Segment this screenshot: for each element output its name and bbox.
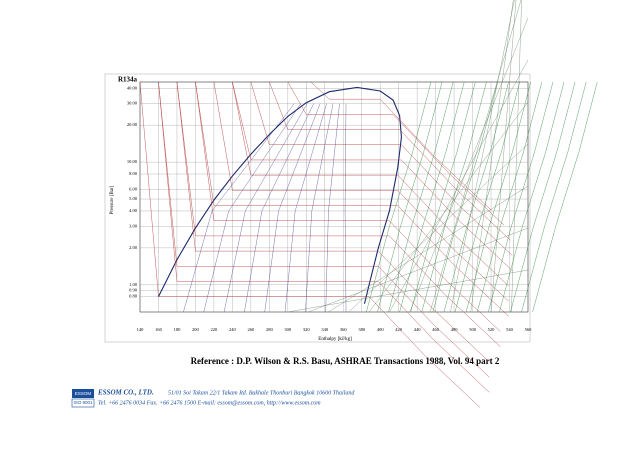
x-tick-label: 440	[414, 327, 422, 332]
isochore	[490, 0, 517, 313]
x-tick-label: 180	[174, 327, 182, 332]
isotherm	[213, 81, 509, 302]
x-tick-label: 380	[358, 327, 366, 332]
y-tick-label: 2.00	[129, 245, 138, 250]
y-tick-label: 0.90	[129, 287, 138, 292]
quality-line	[284, 103, 327, 313]
quality-line	[183, 103, 295, 313]
x-tick-label: 360	[340, 327, 348, 332]
isotherm	[232, 81, 509, 287]
y-tick-label: 5.00	[129, 196, 138, 201]
y-tick-label: 20.00	[127, 122, 138, 127]
x-tick-label: 500	[469, 327, 477, 332]
isentrope	[499, 81, 565, 313]
isochore	[409, 17, 529, 313]
y-tick-label: 10.00	[127, 159, 138, 164]
x-tick-label: 460	[432, 327, 440, 332]
isentrope	[421, 81, 487, 313]
isochore	[470, 0, 514, 313]
x-tick-label: 420	[395, 327, 403, 332]
isochore	[328, 185, 529, 313]
isotherm	[310, 81, 492, 211]
isochore	[429, 0, 522, 313]
isentrope	[410, 81, 476, 313]
x-tick-label: 160	[155, 327, 163, 332]
figure-label: R134a	[118, 76, 138, 84]
isochore	[348, 143, 529, 313]
isotherm	[158, 81, 490, 378]
x-axis-label: Enthalpy [kJ/kg]	[318, 337, 352, 342]
isotherm	[176, 81, 501, 347]
quality-line	[203, 103, 301, 313]
y-axis-label: Pressure [Bar]	[110, 185, 115, 214]
isotherm	[250, 81, 513, 256]
plot: 40.00 30.00 20.00 10.00 8.00 6.00 5.00 4.00 3.00…	[127, 0, 598, 408]
quality-line	[264, 103, 321, 313]
isochore	[368, 101, 529, 313]
x-tick-label: 320	[303, 327, 311, 332]
x-tick-label: 480	[451, 327, 459, 332]
isotherm	[176, 81, 490, 363]
logo-iso: ISO 9001	[73, 400, 93, 405]
isotherm	[139, 81, 481, 408]
x-tick-label: 240	[229, 327, 237, 332]
logo-bottom	[71, 398, 95, 408]
quality-line	[325, 103, 340, 313]
x-tick-label: 260	[247, 327, 255, 332]
x-tick-label: 140	[137, 327, 145, 332]
isochore	[511, 0, 522, 313]
caption: Reference : D.P. Wilson & R.S. Basu, ASH…	[191, 356, 500, 366]
isentrope	[532, 81, 598, 313]
y-tick-label: 40.00	[127, 85, 138, 90]
y-tick-label: 8.00	[129, 171, 138, 176]
isentrope	[454, 81, 520, 313]
y-tick-label: 0.80	[129, 294, 138, 299]
y-tick-label: 6.00	[129, 186, 138, 191]
saturation-dome	[157, 86, 402, 304]
x-tick-label: 400	[377, 327, 385, 332]
logo-top	[72, 389, 94, 398]
y-tick-label: 4.00	[129, 208, 138, 213]
isotherm	[158, 81, 490, 393]
isentrope	[399, 81, 465, 313]
isotherm	[195, 81, 509, 317]
isentrope	[366, 81, 432, 313]
isentrope	[510, 81, 576, 313]
x-tick-label: 220	[211, 327, 219, 332]
isentrope	[521, 81, 587, 313]
quality-line	[344, 103, 347, 313]
x-tick-label: 280	[266, 327, 274, 332]
isotherm	[195, 81, 501, 332]
x-tick-label: 200	[192, 327, 200, 332]
address: 51/01 Soi Takam 22/1 Takam Rd. Bakhale T…	[168, 390, 355, 396]
isentrope	[377, 81, 443, 313]
isochore	[450, 0, 515, 313]
x-tick-label: 340	[321, 327, 329, 332]
isochore	[389, 59, 529, 313]
x-tick-label: 560	[525, 327, 533, 332]
quality-line	[223, 103, 308, 313]
isentrope	[388, 81, 454, 313]
y-tick-label: 30.00	[127, 101, 138, 106]
x-tick-label: 520	[488, 327, 496, 332]
x-tick-label: 540	[506, 327, 514, 332]
quality-line	[305, 103, 334, 313]
y-tick-label: 3.00	[129, 223, 138, 228]
y-tick-label: 1.00	[129, 282, 138, 287]
contact: Tel. +66 2476 0034 Fax. +66 2476 1500 E-…	[98, 399, 321, 406]
logo-text: ESSOM	[75, 391, 92, 396]
isentrope	[432, 81, 498, 313]
isochore	[287, 269, 529, 313]
isentrope	[476, 81, 543, 313]
isochore	[308, 227, 529, 313]
x-tick-label: 300	[284, 327, 292, 332]
isentrope	[443, 81, 509, 313]
company: ESSOM CO., LTD.	[97, 389, 154, 397]
quality-line	[244, 103, 314, 313]
